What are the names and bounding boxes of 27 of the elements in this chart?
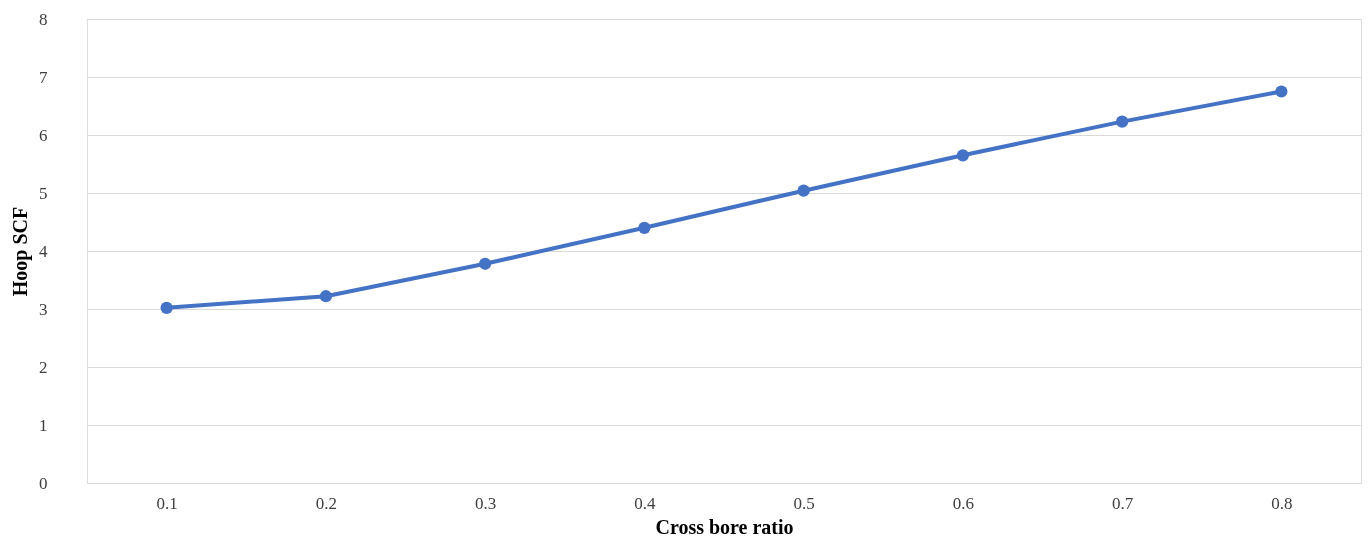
point bbox=[479, 257, 492, 270]
x-tick-label: 0.7 bbox=[1112, 493, 1134, 513]
y-tick-label: 8 bbox=[39, 9, 48, 29]
y-tick-label: 7 bbox=[39, 67, 48, 87]
point bbox=[319, 290, 332, 303]
point bbox=[160, 301, 173, 314]
y-tick-label: 6 bbox=[39, 125, 48, 145]
x-tick-label: 0.3 bbox=[475, 493, 497, 513]
point bbox=[956, 149, 969, 162]
y-tick-label: 1 bbox=[39, 415, 48, 435]
x-tick-label: 0.6 bbox=[952, 493, 974, 513]
point bbox=[1116, 115, 1129, 128]
x-tick-label: 0.5 bbox=[793, 493, 815, 513]
x-tick-label: 0.1 bbox=[156, 493, 178, 513]
x-tick-label: 0.8 bbox=[1271, 493, 1293, 513]
y-tick-label: 4 bbox=[39, 241, 48, 261]
point bbox=[1275, 85, 1288, 98]
y-tick-label: 2 bbox=[39, 357, 48, 377]
point bbox=[638, 221, 651, 234]
x-tick-label: 0.2 bbox=[315, 493, 337, 513]
y-tick-label: 3 bbox=[39, 299, 48, 319]
x-tick-label: 0.4 bbox=[634, 493, 656, 513]
x-axis-title: Cross bore ratio bbox=[655, 515, 794, 538]
y-tick-label: 5 bbox=[39, 183, 48, 203]
y-tick-label: 0 bbox=[39, 473, 48, 493]
point bbox=[797, 184, 810, 197]
y-axis-title: Hoop SCF bbox=[9, 206, 32, 297]
